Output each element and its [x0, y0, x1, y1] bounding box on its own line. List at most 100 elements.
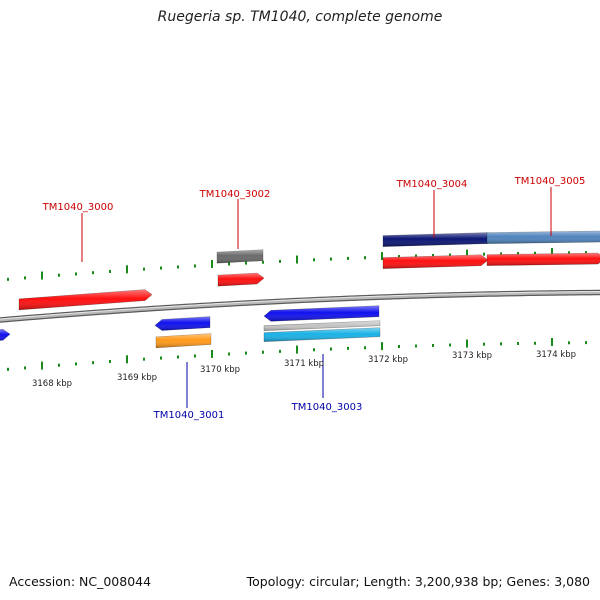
minor-tick: [194, 354, 196, 358]
scale-label: 3170 kbp: [200, 365, 240, 375]
minor-tick: [245, 351, 247, 355]
gene-callout: TM1040_3003: [291, 354, 363, 413]
scale-label: 3174 kbp: [536, 350, 576, 360]
feature-tm1040-3002-shade: [218, 273, 264, 287]
minor-tick: [415, 344, 417, 348]
minor-tick: [364, 256, 366, 260]
minor-tick: [58, 363, 60, 367]
minor-tick: [75, 272, 77, 276]
gene-callout: TM1040_3005: [514, 176, 586, 236]
minor-tick: [500, 252, 502, 256]
scale-label: 3169 kbp: [117, 373, 157, 383]
minor-tick: [279, 349, 281, 353]
minor-tick: [228, 352, 230, 356]
gene-label: TM1040_3003: [291, 402, 363, 413]
minor-tick: [160, 266, 162, 270]
feature-tm1040-3001-product-shade: [156, 333, 211, 348]
feature-tm1040-3001: [154, 316, 211, 331]
gene-label: TM1040_3002: [199, 189, 271, 200]
feature-tm1040-3000: [18, 289, 153, 311]
minor-tick: [568, 251, 570, 255]
scale-labels: 3168 kbp 3169 kbp 3170 kbp 3171 kbp 3172 kbp…: [32, 350, 576, 389]
minor-tick: [279, 259, 281, 263]
feature-tm1040-3005-product-shade: [487, 231, 600, 244]
minor-tick: [7, 277, 9, 281]
minor-tick: [364, 346, 366, 350]
feature-tm1040-3004: [382, 254, 489, 269]
minor-tick: [143, 267, 145, 271]
minor-tick: [262, 260, 264, 264]
feature-tm1040-3004-shade: [383, 254, 488, 269]
scale-label: 3171 kbp: [284, 359, 324, 369]
minor-tick: [75, 362, 77, 366]
minor-tick: [449, 343, 451, 347]
feature-tm1040-3001-product: [155, 333, 212, 349]
scale-label: 3168 kbp: [32, 379, 72, 389]
feature-left-edge-shade: [0, 329, 10, 341]
minor-tick: [500, 342, 502, 346]
feature-tm1040-3003-product: [263, 327, 381, 342]
minor-tick: [432, 343, 434, 347]
minor-tick: [449, 253, 451, 257]
backbone-core: [0, 291, 600, 322]
feature-tm1040-3003: [263, 305, 380, 322]
minor-tick: [177, 355, 179, 359]
backbone-highlight: [0, 291, 600, 320]
minor-tick: [92, 361, 94, 365]
minor-tick: [585, 341, 587, 345]
minor-tick: [347, 256, 349, 260]
minor-tick: [517, 252, 519, 256]
feature-tracks: [0, 230, 600, 349]
minor-tick: [398, 345, 400, 349]
minor-tick: [177, 265, 179, 269]
gene-label: TM1040_3000: [42, 202, 114, 213]
genome-summary: Topology: circular; Length: 3,200,938 bp…: [246, 574, 590, 589]
feature-left-edge: [0, 328, 11, 341]
feature-tm1040-3003-product-shade: [264, 327, 380, 342]
minor-tick: [58, 273, 60, 277]
minor-tick: [92, 271, 94, 275]
feature-tm1040-3005: [486, 252, 600, 266]
gene-callout: TM1040_3004: [396, 179, 468, 238]
minor-tick: [160, 356, 162, 360]
minor-tick: [483, 342, 485, 346]
minor-tick: [534, 341, 536, 345]
feature-tm1040-3004-product: [382, 232, 489, 247]
feature-tm1040-3005-shade: [487, 253, 600, 266]
gene-label: TM1040_3001: [153, 410, 225, 421]
feature-tm1040-3003-shade: [264, 305, 379, 322]
feature-tm1040-3005-product: [486, 230, 600, 244]
genome-backbone: [0, 289, 600, 323]
minor-tick: [313, 348, 315, 352]
page-title: Ruegeria sp. TM1040, complete genome: [157, 9, 443, 25]
minor-tick: [330, 257, 332, 261]
minor-tick: [415, 254, 417, 258]
minor-tick: [585, 251, 587, 255]
feature-tm1040-3003-silver: [263, 320, 381, 331]
feature-tm1040-3002-product-shade: [217, 249, 263, 264]
minor-tick: [245, 261, 247, 265]
minor-tick: [194, 264, 196, 268]
minor-tick: [7, 367, 9, 371]
scale-label: 3172 kbp: [368, 355, 408, 365]
gene-label: TM1040_3005: [514, 176, 586, 187]
gene-callout: TM1040_3002: [199, 189, 271, 249]
minor-tick: [109, 359, 111, 363]
minor-tick: [313, 258, 315, 262]
minor-tick: [432, 253, 434, 257]
minor-tick: [330, 347, 332, 351]
minor-tick: [398, 255, 400, 259]
scale-label: 3173 kbp: [452, 351, 492, 361]
accession-label: Accession: NC_008044: [9, 574, 152, 589]
feature-tm1040-3002-product: [216, 249, 264, 264]
feature-tm1040-3002: [217, 272, 265, 287]
minor-tick: [24, 276, 26, 280]
minor-tick: [109, 269, 111, 273]
minor-tick: [228, 262, 230, 266]
gene-callout: TM1040_3001: [153, 362, 225, 421]
minor-tick: [534, 251, 536, 255]
gene-callouts: TM1040_3000 TM1040_3001 TM1040_3002 TM1040_…: [42, 176, 586, 421]
gene-label: TM1040_3004: [396, 179, 468, 190]
minor-tick: [262, 350, 264, 354]
